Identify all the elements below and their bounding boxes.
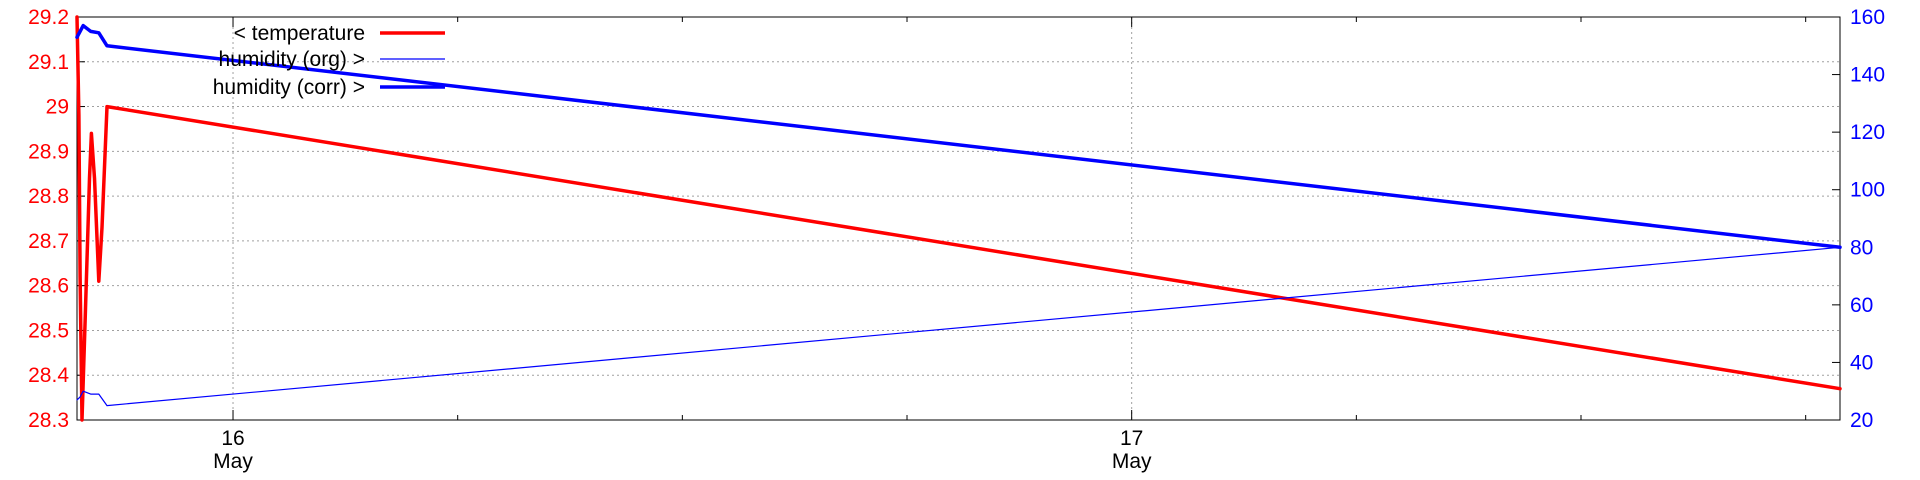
series-line-humidity-org [76,246,1841,407]
series-line-humidity-corr [75,23,1842,250]
y-left-tick-label: 28.5 [28,319,69,342]
y-right-tick-label: 20 [1850,409,1873,432]
y-left-tick-label: 28.7 [28,230,69,253]
y-left-tick-label: 28.9 [28,140,69,163]
y-right-tick-label: 80 [1850,236,1873,259]
y-right-tick-label: 160 [1850,6,1885,29]
y-right-tick-label: 140 [1850,64,1885,87]
series-lines [75,15,1842,422]
x-tick-label-day: 16 [221,427,244,450]
axis-ticks: 28.3 28.4 28.5 28.6 28.7 28.8 28.9 29 29.1 29.2 20… [28,6,1885,473]
legend-label: humidity (org) > [219,48,365,71]
y-left-tick-label: 29 [46,96,69,119]
x-tick-label-month: May [213,450,253,473]
y-left-tick-label: 28.3 [28,409,69,432]
x-tick-label-day: 17 [1120,427,1143,450]
y-left-tick-label: 28.8 [28,185,69,208]
legend-label: < temperature [234,22,365,45]
y-left-tick-label: 29.1 [28,51,69,74]
legend: < temperature humidity (org) > humidity (c… [213,22,445,99]
y-left-tick-label: 29.2 [28,6,69,29]
y-right-tick-label: 60 [1850,294,1873,317]
y-right-tick-label: 40 [1850,351,1873,374]
grid [77,17,1840,420]
y-right-tick-label: 100 [1850,179,1885,202]
plot-frame [76,16,1841,421]
y-left-tick-label: 28.4 [28,364,69,387]
y-right-tick-label: 120 [1850,121,1885,144]
y-left-tick-label: 28.6 [28,275,69,298]
x-tick-label-month: May [1112,450,1152,473]
legend-label: humidity (corr) > [213,76,365,99]
series-line-temperature [75,15,1842,422]
